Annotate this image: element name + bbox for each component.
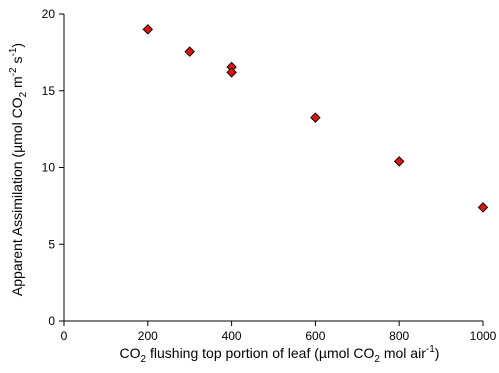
x-tick-label: 1000	[470, 329, 497, 343]
x-tick-label: 600	[305, 329, 325, 343]
x-tick-label: 400	[222, 329, 242, 343]
axis-titles: CO2 flushing top portion of leaf (µmol C…	[8, 43, 439, 365]
y-tick-label: 5	[48, 237, 55, 251]
axes: 0 200 400 600 800 1000 0 5 10 15 20	[42, 7, 497, 343]
data-point	[393, 156, 405, 167]
y-axis-title: Apparent Assimilation (µmol CO2 m-2 s-1)	[8, 43, 29, 296]
data-point	[184, 46, 195, 57]
y-tick-label: 20	[42, 7, 56, 21]
x-axis-title: CO2 flushing top portion of leaf (µmol C…	[120, 344, 440, 365]
data-point	[477, 202, 489, 213]
data-point	[310, 112, 321, 123]
y-tick-label: 0	[48, 314, 55, 328]
x-tick-label: 0	[61, 329, 68, 343]
data-points	[142, 24, 489, 213]
y-tick-label: 15	[42, 84, 56, 98]
x-tick-label: 200	[138, 329, 158, 343]
data-point	[226, 67, 237, 78]
x-tick-label: 800	[389, 329, 409, 343]
y-tick-label: 10	[42, 161, 56, 175]
data-point	[142, 24, 154, 35]
